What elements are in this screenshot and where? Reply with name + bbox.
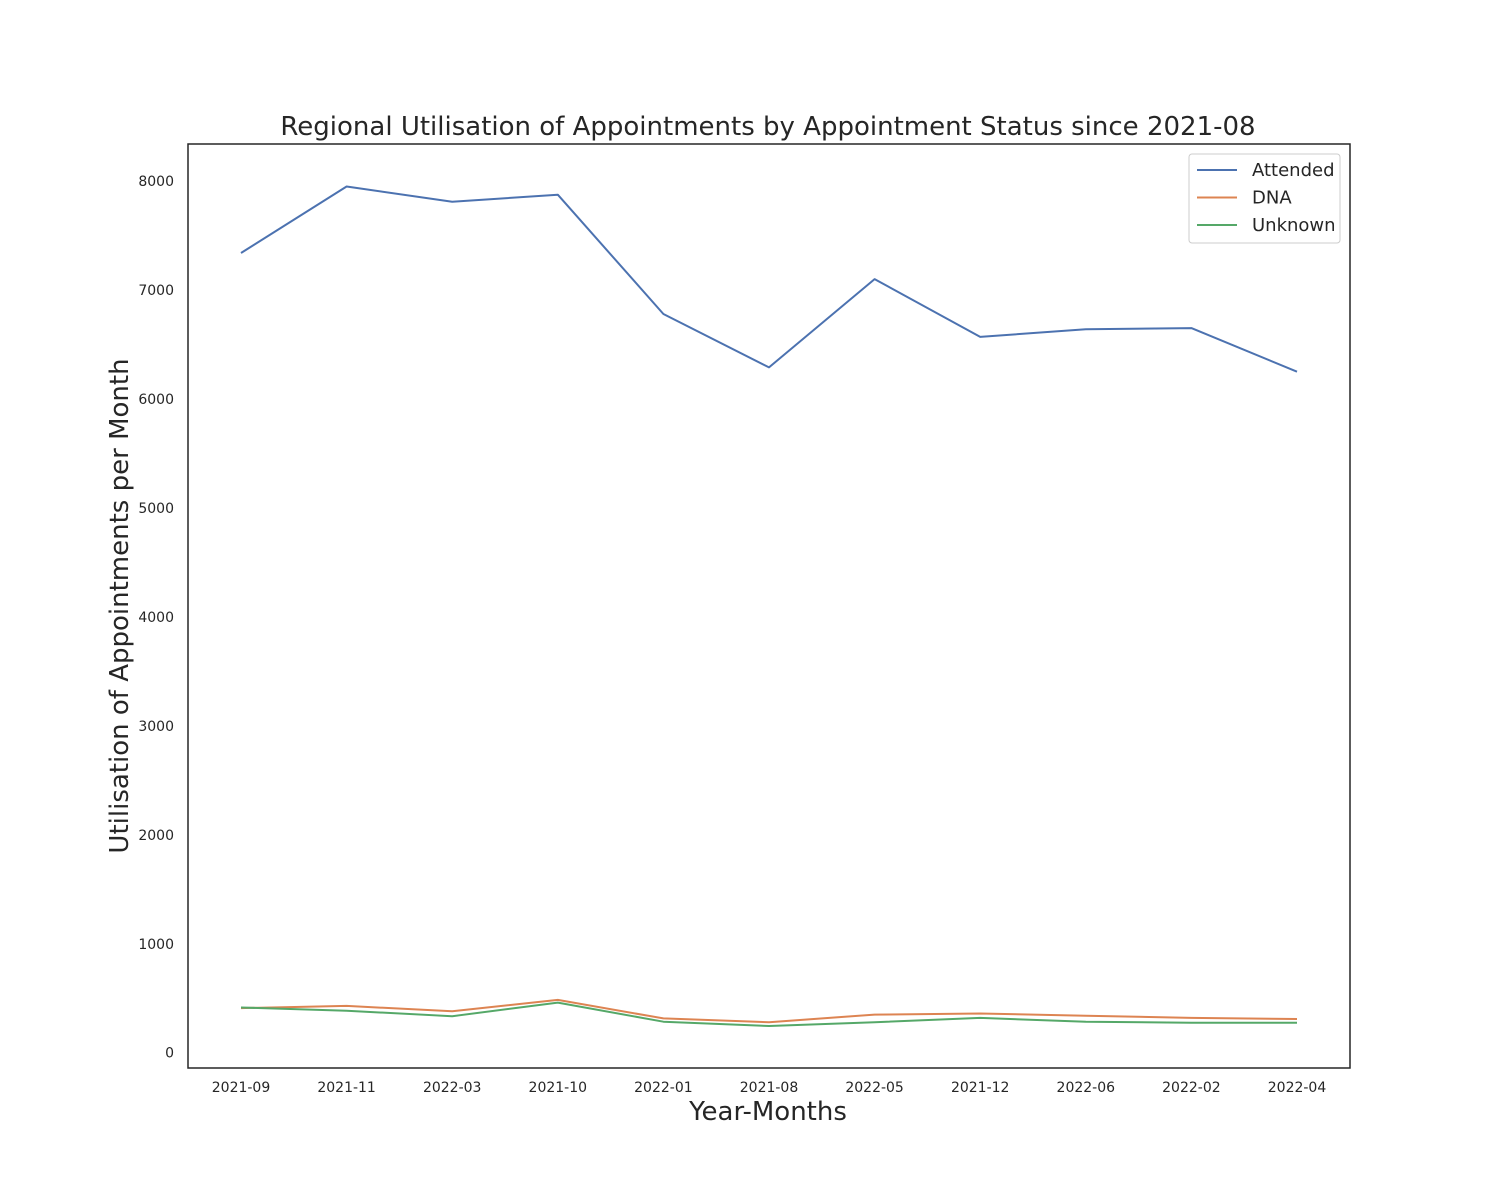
x-tick-label: 2022-03 [423, 1080, 482, 1096]
y-tick-label: 3000 [138, 719, 174, 735]
x-tick-label: 2021-08 [740, 1080, 799, 1096]
x-tick-label: 2022-06 [1057, 1080, 1116, 1096]
x-tick-label: 2021-09 [212, 1080, 271, 1096]
legend: Attended DNA Unknown [1188, 153, 1341, 244]
y-tick-label: 5000 [138, 501, 174, 517]
legend-label-unknown: Unknown [1252, 215, 1336, 236]
x-axis-title: Year-Months [688, 1097, 847, 1127]
x-tick-label: 2022-04 [1268, 1080, 1327, 1096]
y-tick-label: 1000 [138, 937, 174, 953]
y-axis-title: Utilisation of Appointments per Month [105, 358, 135, 853]
legend-frame [1188, 153, 1341, 244]
y-tick-label: 7000 [138, 283, 174, 299]
plot-area: 0 1000 2000 3000 4000 5000 6000 7000 8000 2021-09… [138, 143, 1351, 1096]
legend-label-attended: Attended [1252, 160, 1335, 181]
y-tick-label: 0 [165, 1046, 174, 1062]
chart-title: Regional Utilisation of Appointments by … [280, 112, 1255, 142]
x-tick-label: 2022-05 [845, 1080, 904, 1096]
x-tick-label: 2021-12 [951, 1080, 1010, 1096]
series-line-attended [240, 185, 1298, 373]
plot-frame [187, 143, 1351, 1069]
series-line-dna [240, 998, 1298, 1024]
x-tick-label: 2021-11 [317, 1080, 376, 1096]
y-tick-label: 6000 [138, 392, 174, 408]
series-line-unknown [240, 1001, 1297, 1027]
x-tick-label: 2022-01 [634, 1080, 693, 1096]
y-tick-label: 4000 [138, 610, 174, 626]
y-tick-label: 8000 [138, 174, 174, 190]
x-tick-label: 2021-10 [529, 1080, 588, 1096]
legend-label-dna: DNA [1252, 188, 1292, 209]
y-tick-label: 2000 [138, 828, 174, 844]
x-tick-label: 2022-02 [1162, 1080, 1221, 1096]
